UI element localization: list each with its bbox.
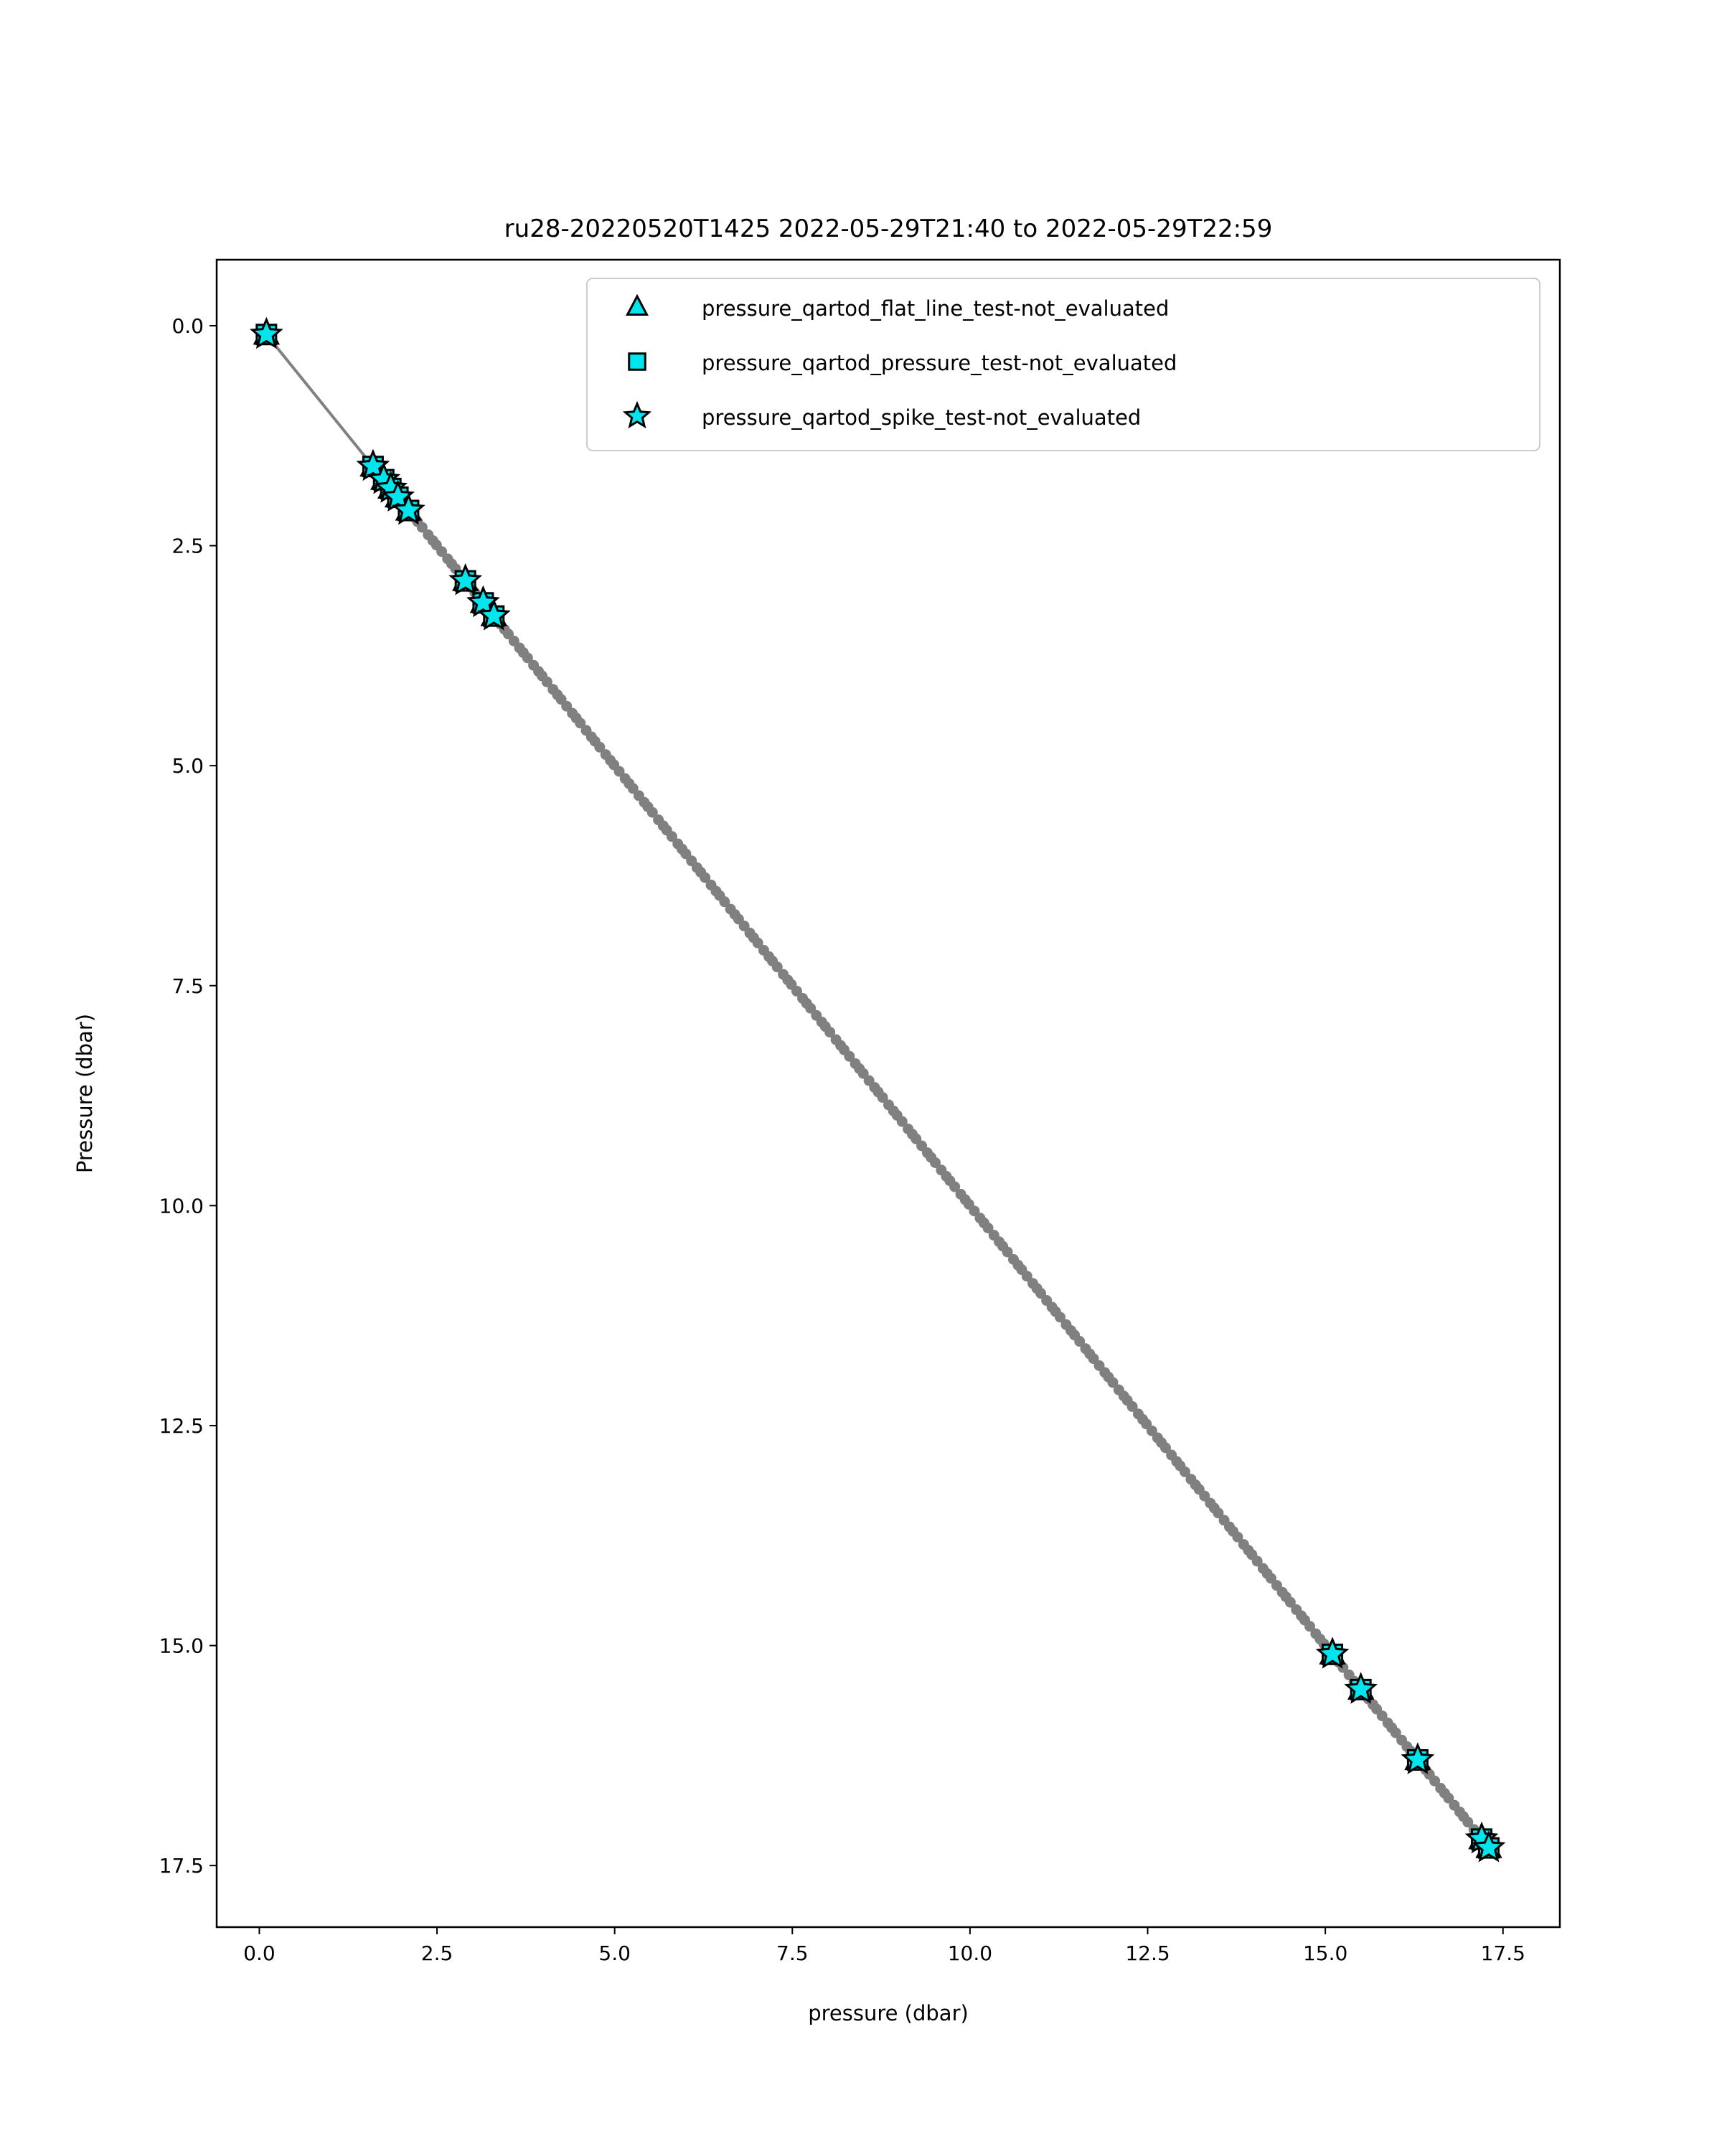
- profile-point: [719, 896, 730, 908]
- profile-point: [805, 1002, 817, 1014]
- profile-point: [1055, 1312, 1066, 1323]
- x-axis: 0.0 2.5 5.0 7.5 10.0 12.5 15.0 17.5: [243, 1927, 1525, 1965]
- x-tick-label: 2.5: [421, 1941, 453, 1965]
- profile-point: [1074, 1336, 1086, 1347]
- profile-point: [436, 546, 448, 557]
- profile-point: [896, 1116, 908, 1127]
- profile-point: [666, 831, 677, 842]
- star-marker: [1472, 1830, 1506, 1863]
- profile-point: [930, 1157, 941, 1169]
- x-tick-label: 7.5: [776, 1941, 809, 1965]
- y-axis-label: Pressure (dbar): [72, 1014, 97, 1173]
- profile-point: [1462, 1817, 1474, 1828]
- plot-area: [249, 316, 1506, 1863]
- profile-point: [877, 1092, 888, 1103]
- legend: pressure_qartod_flat_line_test-not_evalu…: [586, 278, 1540, 451]
- profile-point: [1213, 1507, 1224, 1519]
- profile-point: [541, 676, 552, 687]
- plot-frame: [215, 258, 1561, 1929]
- legend-frame: [586, 278, 1540, 451]
- profile-point: [1284, 1596, 1296, 1608]
- x-tick-label: 17.5: [1481, 1941, 1525, 1965]
- profile-point: [594, 741, 606, 753]
- profile-point: [1180, 1466, 1191, 1477]
- profile-point: [1390, 1727, 1401, 1738]
- y-tick-label: 0.0: [171, 314, 204, 338]
- profile-point: [949, 1181, 961, 1192]
- legend-label: pressure_qartod_spike_test-not_evaluated: [702, 405, 1141, 430]
- profile-point: [982, 1222, 994, 1233]
- profile-point: [575, 717, 586, 729]
- profile-point: [1251, 1555, 1263, 1567]
- profile-point: [844, 1050, 855, 1062]
- profile-point: [1107, 1377, 1119, 1388]
- profile-point: [1429, 1775, 1441, 1787]
- y-axis: 0.0 2.5 5.0 7.5 10.0 12.5 15.0 17.5: [159, 314, 217, 1878]
- legend-label: pressure_qartod_flat_line_test-not_evalu…: [702, 296, 1169, 321]
- chart-title: ru28-20220520T1425 2022-05-29T21:40 to 2…: [504, 215, 1273, 243]
- profile-point: [522, 652, 533, 664]
- star-marker: [1401, 1742, 1435, 1774]
- profile-point: [1035, 1288, 1047, 1299]
- y-tick-label: 12.5: [159, 1414, 204, 1438]
- y-tick-label: 2.5: [171, 535, 204, 558]
- profile-point: [1126, 1401, 1138, 1412]
- legend-triangle-icon: [626, 293, 649, 316]
- star-marker: [476, 598, 511, 631]
- profile-point: [1002, 1246, 1013, 1258]
- profile-point: [752, 937, 763, 948]
- profile-point: [700, 872, 711, 883]
- profile-point: [1443, 1792, 1454, 1804]
- profile-point: [791, 985, 802, 997]
- profile-point: [613, 766, 625, 777]
- profile-point: [627, 783, 639, 794]
- profile-point: [1232, 1531, 1243, 1543]
- profile-point: [1159, 1442, 1171, 1454]
- y-tick-label: 10.0: [159, 1194, 204, 1218]
- star-marker: [448, 563, 483, 596]
- profile-point: [1021, 1271, 1032, 1282]
- x-tick-label: 10.0: [948, 1941, 992, 1965]
- profile-point: [416, 522, 428, 533]
- x-tick-label: 0.0: [243, 1941, 276, 1965]
- profile-point: [1304, 1621, 1316, 1632]
- star-marker: [392, 492, 425, 525]
- profile-point: [824, 1027, 836, 1038]
- y-tick-label: 17.5: [159, 1854, 204, 1878]
- legend-square-icon: [628, 352, 646, 371]
- x-tick-label: 12.5: [1125, 1941, 1170, 1965]
- star-marker: [1315, 1637, 1350, 1669]
- legend-star-icon: [622, 400, 652, 429]
- x-tick-label: 5.0: [598, 1941, 631, 1965]
- star-marker: [1344, 1672, 1378, 1704]
- profile-point: [1376, 1710, 1388, 1721]
- y-tick-label: 7.5: [171, 974, 204, 998]
- profile-point: [771, 961, 783, 973]
- profile-point: [646, 806, 658, 818]
- profile-point: [1199, 1490, 1210, 1502]
- x-axis-label: pressure (dbar): [808, 2001, 969, 2025]
- x-tick-label: 15.0: [1303, 1941, 1347, 1965]
- y-tick-label: 15.0: [159, 1634, 204, 1658]
- legend-label: pressure_qartod_pressure_test-not_evalua…: [702, 351, 1177, 375]
- y-tick-label: 5.0: [171, 754, 204, 778]
- star-marker: [249, 316, 283, 349]
